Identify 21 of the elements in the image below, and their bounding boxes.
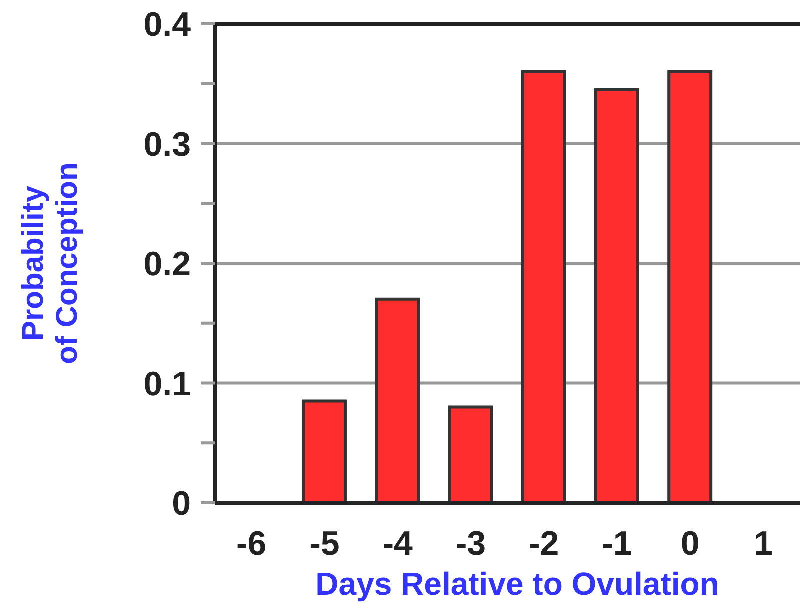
y-tick-label: 0 bbox=[172, 485, 191, 523]
y-tick-label: 0.3 bbox=[144, 126, 191, 164]
y-tick-label: 0.1 bbox=[144, 365, 191, 404]
bar bbox=[594, 88, 640, 503]
x-tick-label: -5 bbox=[310, 525, 340, 564]
bar bbox=[521, 70, 566, 503]
y-tick-label: 0.4 bbox=[144, 6, 192, 44]
bar bbox=[448, 406, 494, 503]
x-tick-label: -2 bbox=[528, 525, 560, 564]
bar bbox=[302, 400, 347, 503]
bar bbox=[668, 70, 713, 503]
x-tick-label: 0 bbox=[680, 525, 700, 564]
x-tick-label: 1 bbox=[754, 525, 773, 564]
x-tick-label: -6 bbox=[236, 525, 267, 564]
x-tick-label: -1 bbox=[602, 525, 632, 564]
y-axis-title: Probability of Conception bbox=[17, 162, 84, 364]
y-tick-label: 0.2 bbox=[144, 246, 191, 284]
bar bbox=[375, 298, 420, 503]
x-tick-label: -4 bbox=[382, 525, 414, 564]
x-axis-title: Days Relative to Ovulation bbox=[316, 566, 720, 602]
x-tick-label: -3 bbox=[456, 525, 486, 564]
